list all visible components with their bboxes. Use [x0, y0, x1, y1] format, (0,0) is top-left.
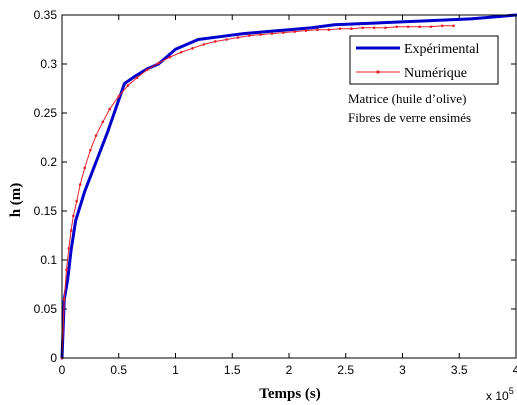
data-point-numerique	[395, 25, 399, 29]
data-point-numerique	[282, 31, 285, 34]
tick-labels: 0 0.5 1 1.5 2 2.5 3 3.5 4 0 0.05 0.1 0.15 0.2 0.25 0.3 0…	[34, 8, 517, 377]
data-point-numerique	[440, 24, 444, 28]
annotation-matrix: Matrice (huile d’olive)	[348, 91, 466, 106]
data-point-numerique	[108, 107, 111, 111]
y-tick-label: 0.05	[34, 302, 58, 316]
legend-box	[349, 35, 499, 85]
y-tick-label: 0.25	[34, 106, 58, 120]
data-point-numerique	[168, 55, 172, 59]
data-point-numerique	[75, 199, 79, 203]
data-point-numerique	[83, 166, 86, 170]
data-point-numerique	[67, 246, 71, 250]
legend-marker-numerique	[376, 70, 380, 74]
data-point-numerique	[247, 34, 251, 37]
data-point-numerique	[304, 29, 308, 32]
x-axis-multiplier-exponent: 5	[509, 386, 514, 396]
y-tick-label: 0.3	[40, 57, 57, 71]
x-axis-label: Temps (s)	[259, 386, 321, 402]
x-tick-label: 3	[399, 363, 406, 377]
data-point-numerique	[384, 26, 387, 30]
x-tick-label: 1.5	[224, 363, 241, 377]
data-point-numerique	[202, 43, 206, 46]
x-tick-label: 0	[59, 363, 66, 377]
x-axis-multiplier-base: x 10	[486, 389, 509, 403]
x-tick-label: 2	[286, 363, 293, 377]
data-point-numerique	[69, 229, 73, 232]
data-point-numerique	[78, 183, 82, 186]
data-point-numerique	[259, 33, 262, 36]
data-point-numerique	[327, 28, 331, 32]
data-point-numerique	[213, 40, 217, 43]
data-point-numerique	[126, 84, 130, 87]
data-point-numerique	[316, 28, 319, 32]
data-point-numerique	[101, 120, 105, 124]
x-tick-label: 4	[513, 363, 517, 377]
data-point-numerique	[225, 38, 228, 41]
x-tick-label: 3.5	[451, 363, 468, 377]
x-tick-label: 2.5	[337, 363, 354, 377]
x-tick-label: 1	[172, 363, 179, 377]
data-point-numerique	[117, 95, 121, 98]
data-point-numerique	[72, 214, 75, 218]
plot-area-frame	[61, 14, 517, 359]
data-point-numerique	[179, 50, 183, 54]
data-point-numerique	[62, 297, 66, 301]
y-axis-label: h (m)	[8, 183, 24, 218]
data-point-numerique	[94, 134, 98, 137]
data-point-numerique	[236, 36, 240, 39]
data-point-numerique	[157, 61, 160, 65]
data-point-numerique	[406, 25, 410, 29]
legend-label-numerique: Numérique	[404, 66, 467, 81]
y-tick-label: 0.2	[40, 155, 57, 169]
data-point-numerique	[372, 26, 376, 30]
y-tick-label: 0.1	[40, 253, 57, 267]
data-point-numerique	[65, 268, 68, 272]
data-point-numerique	[145, 68, 149, 72]
plot-series	[60, 13, 517, 360]
legend-label-experimental: Expérimental	[404, 42, 480, 57]
y-tick-label: 0.15	[34, 204, 58, 218]
x-axis-multiplier: x 105	[486, 386, 514, 403]
x-tick-label: 0.5	[110, 363, 127, 377]
series-line-numerique	[61, 25, 454, 359]
legend: Expérimental Numérique	[349, 35, 499, 85]
annotation-fibers: Fibres de verre ensimés	[348, 110, 471, 125]
data-point-numerique	[338, 27, 342, 31]
data-point-numerique	[418, 25, 421, 29]
data-point-numerique	[270, 32, 274, 35]
y-tick-label: 0.35	[34, 8, 58, 22]
series-line-experimental	[60, 13, 517, 360]
data-point-numerique	[452, 24, 455, 28]
data-point-numerique	[293, 30, 296, 33]
data-point-numerique	[350, 27, 353, 31]
y-tick-label: 0	[50, 351, 57, 365]
data-point-numerique	[191, 47, 194, 50]
data-point-numerique	[135, 76, 139, 80]
data-point-numerique	[429, 25, 433, 29]
data-point-numerique	[361, 26, 365, 30]
data-point-numerique	[89, 148, 92, 152]
